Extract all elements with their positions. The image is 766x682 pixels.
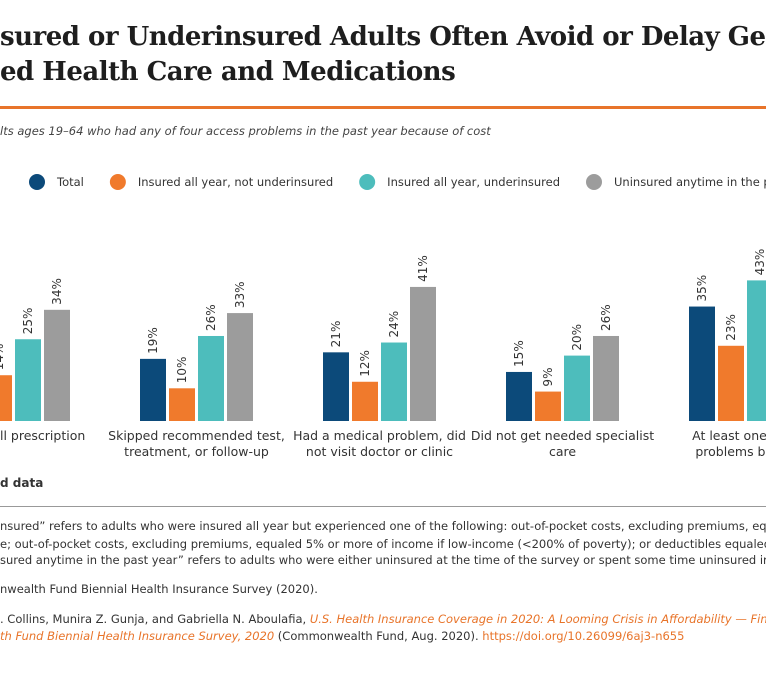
value-label: 12% [358, 350, 372, 377]
title-rule [0, 106, 766, 109]
bar [718, 345, 744, 421]
note: e; out-of-pocket costs, excluding premiu… [0, 537, 766, 551]
bar [381, 342, 407, 421]
legend-swatch [109, 174, 126, 190]
x-tick-line: Did not get needed specialist [471, 428, 654, 443]
x-tick-line: Skipped recommended test, [108, 428, 285, 443]
bar [198, 335, 224, 421]
value-label: 9% [541, 368, 555, 387]
x-tick-label: ll prescription [0, 428, 85, 443]
legend-label: Insured all year, underinsured [387, 175, 560, 189]
data-heading: d data [0, 476, 44, 490]
bar [410, 286, 436, 421]
bar [535, 391, 561, 421]
source: nwealth Fund Biennial Health Insurance S… [0, 582, 318, 596]
legend-label: Uninsured anytime in the past year [614, 175, 766, 189]
legend-label: Insured all year, not underinsured [138, 175, 333, 189]
title-line: sured or Underinsured Adults Often Avoid… [0, 22, 766, 52]
doi-link[interactable]: https://doi.org/10.26099/6aj3-n655 [482, 629, 685, 643]
x-tick-line: At least one of fo [692, 428, 766, 443]
bar [15, 339, 41, 421]
value-label: 14% [0, 344, 6, 371]
x-tick-label: At least one of foproblems becau [692, 428, 766, 459]
value-label: 15% [512, 340, 526, 367]
legend-swatch [359, 174, 376, 190]
note: sured anytime in the past year” refers t… [0, 553, 766, 567]
citation: th Fund Biennial Health Insurance Survey… [0, 629, 684, 643]
x-tick-line: ll prescription [0, 428, 85, 443]
value-label: 23% [724, 314, 738, 341]
value-label: 41% [416, 255, 430, 282]
x-tick-line: not visit doctor or clinic [306, 444, 453, 459]
value-label: 24% [387, 311, 401, 338]
publisher: (Commonwealth Fund, Aug. 2020). [274, 629, 483, 643]
value-label: 34% [50, 278, 64, 305]
legend-label: Total [56, 175, 84, 189]
citation: . Collins, Munira Z. Gunja, and Gabriell… [0, 612, 766, 626]
x-tick-line: care [549, 444, 576, 459]
bar [747, 280, 766, 421]
value-label: 10% [175, 357, 189, 384]
bar [352, 381, 378, 421]
x-tick-label: Had a medical problem, did not visit doct… [293, 428, 466, 459]
subtitle: lts ages 19–64 who had any of four acces… [0, 124, 491, 138]
value-label: 25% [21, 308, 35, 335]
bar [0, 375, 12, 421]
divider [0, 506, 766, 507]
authors: . Collins, Munira Z. Gunja, and Gabriell… [0, 612, 310, 626]
value-label: 20% [570, 324, 584, 351]
bar [323, 352, 349, 421]
x-tick-label: Did not get needed specialist care [471, 428, 654, 459]
bar [564, 355, 590, 421]
bar [689, 306, 715, 421]
x-tick-line: Had a medical problem, did [293, 428, 466, 443]
value-label: 33% [233, 281, 247, 308]
value-label: 26% [204, 304, 218, 331]
legend-swatch [586, 174, 602, 190]
x-tick-label: Skipped recommended test, treatment, or f… [108, 428, 285, 459]
value-label: 35% [695, 275, 709, 302]
note: nsured” refers to adults who were insure… [0, 519, 766, 533]
value-label: 43% [753, 249, 766, 276]
value-label: 21% [329, 321, 343, 348]
bar [140, 358, 166, 421]
x-tick-line: treatment, or follow-up [124, 444, 269, 459]
bar [506, 371, 532, 421]
legend-swatch [29, 174, 45, 190]
value-label: 26% [599, 304, 613, 331]
bar [44, 309, 70, 421]
bar [169, 388, 195, 421]
value-label: 19% [146, 327, 160, 354]
bar [227, 313, 253, 421]
report-title[interactable]: U.S. Health Insurance Coverage in 2020: … [309, 612, 766, 626]
bar [593, 335, 619, 421]
x-tick-line: problems becau [695, 444, 766, 459]
report-title[interactable]: th Fund Biennial Health Insurance Survey… [0, 629, 275, 643]
title-line: ed Health Care and Medications [0, 57, 456, 87]
